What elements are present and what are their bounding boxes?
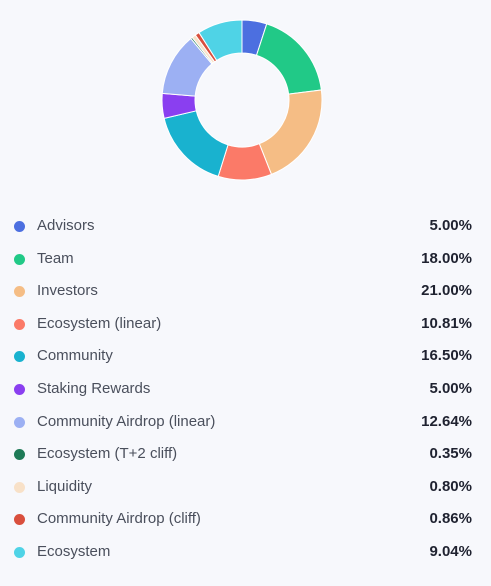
- legend-value: 12.64%: [421, 412, 472, 430]
- legend-label: Ecosystem: [37, 542, 111, 560]
- legend-value: 5.00%: [429, 379, 472, 397]
- legend-label: Ecosystem (linear): [37, 314, 162, 332]
- legend-dot-icon: [14, 514, 25, 526]
- donut-slice-1[interactable]: [255, 23, 322, 95]
- legend-value: 18.00%: [421, 249, 472, 267]
- donut-slice-2[interactable]: [258, 89, 323, 176]
- legend-item[interactable]: Community 16.50%: [0, 340, 491, 373]
- legend-dot-icon: [14, 481, 25, 493]
- legend-dot-icon: [14, 416, 25, 428]
- donut-chart-container: [0, 0, 491, 200]
- legend-item[interactable]: Staking Rewards 5.00%: [0, 373, 491, 406]
- donut-slice-4[interactable]: [163, 110, 229, 178]
- legend-item[interactable]: Team 18.00%: [0, 243, 491, 276]
- donut-slice-10[interactable]: [198, 19, 243, 62]
- legend-dot-icon: [14, 449, 25, 461]
- legend-value: 0.86%: [429, 510, 472, 528]
- legend-dot-icon: [14, 253, 25, 265]
- legend-value: 9.04%: [429, 542, 472, 560]
- legend-label: Team: [37, 249, 74, 267]
- legend-item[interactable]: Liquidity 0.80%: [0, 471, 491, 504]
- legend-label: Investors: [37, 282, 98, 300]
- legend-dot-icon: [14, 351, 25, 363]
- donut-chart: [161, 19, 323, 181]
- legend-value: 21.00%: [421, 282, 472, 300]
- legend-item[interactable]: Community Airdrop (cliff) 0.86%: [0, 503, 491, 536]
- legend-value: 10.81%: [421, 314, 472, 332]
- chart-legend: Advisors 5.00% Team 18.00% Investors 21.00% Ec…: [0, 210, 491, 569]
- legend-label: Liquidity: [37, 477, 93, 495]
- legend-item[interactable]: Advisors 5.00%: [0, 210, 491, 243]
- legend-item[interactable]: Community Airdrop (linear) 12.64%: [0, 406, 491, 439]
- legend-dot-icon: [14, 383, 25, 395]
- legend-value: 0.80%: [429, 477, 472, 495]
- legend-value: 16.50%: [421, 347, 472, 365]
- legend-label: Ecosystem (T+2 cliff): [37, 445, 178, 463]
- legend-item[interactable]: Investors 21.00%: [0, 275, 491, 308]
- legend-item[interactable]: Ecosystem (T+2 cliff) 0.35%: [0, 438, 491, 471]
- legend-label: Advisors: [37, 217, 95, 234]
- legend-item[interactable]: Ecosystem 9.04%: [0, 536, 491, 569]
- legend-label: Staking Rewards: [37, 379, 151, 397]
- legend-dot-icon: [14, 318, 25, 330]
- legend-label: Community: [37, 347, 113, 365]
- legend-label: Community Airdrop (linear): [37, 412, 216, 430]
- legend-dot-icon: [14, 546, 25, 558]
- legend-dot-icon: [14, 221, 25, 232]
- legend-value: 5.00%: [429, 217, 472, 234]
- legend-label: Community Airdrop (cliff): [37, 510, 201, 528]
- legend-value: 0.35%: [429, 445, 472, 463]
- legend-item[interactable]: Ecosystem (linear) 10.81%: [0, 308, 491, 341]
- legend-dot-icon: [14, 286, 25, 298]
